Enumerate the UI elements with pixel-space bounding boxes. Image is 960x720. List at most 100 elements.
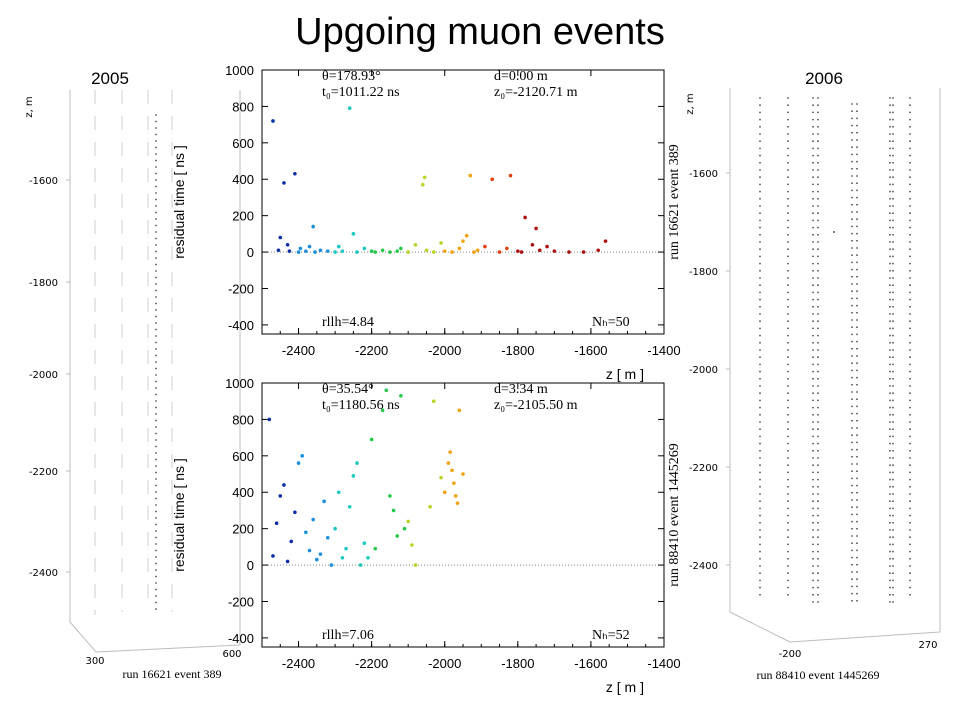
optical-module bbox=[851, 131, 853, 134]
optical-module bbox=[787, 284, 789, 287]
optical-module bbox=[892, 169, 894, 171]
optical-module bbox=[909, 255, 911, 258]
optical-module bbox=[851, 160, 853, 163]
optical-module bbox=[889, 485, 891, 488]
data-point bbox=[391, 508, 396, 513]
optical-module bbox=[889, 457, 891, 459]
optical-module bbox=[889, 147, 891, 150]
optical-module bbox=[892, 349, 894, 351]
detector-ytick: -2000 bbox=[29, 370, 58, 381]
optical-module bbox=[851, 247, 853, 249]
optical-module bbox=[909, 190, 911, 193]
optical-module bbox=[889, 298, 891, 301]
optical-module bbox=[856, 319, 858, 321]
optical-module bbox=[817, 233, 819, 236]
optical-module bbox=[812, 507, 814, 510]
optical-module bbox=[889, 284, 891, 287]
optical-module bbox=[817, 341, 819, 344]
optical-module bbox=[909, 161, 911, 164]
optical-module bbox=[909, 428, 911, 431]
optical-module bbox=[787, 392, 789, 395]
optical-module bbox=[817, 241, 819, 243]
detector-frame-line bbox=[95, 644, 241, 653]
data-point bbox=[395, 249, 400, 253]
optical-module bbox=[787, 572, 789, 575]
optical-module bbox=[889, 183, 891, 186]
optical-module bbox=[892, 327, 894, 330]
optical-module bbox=[817, 392, 819, 395]
optical-module bbox=[851, 196, 853, 199]
optical-module bbox=[909, 349, 911, 351]
left-year-label: 2005 bbox=[91, 69, 129, 88]
optical-module bbox=[889, 543, 891, 546]
optical-module bbox=[856, 297, 858, 300]
optical-module bbox=[787, 190, 789, 193]
t0-label: t₀=1011.22 ns bbox=[322, 85, 400, 100]
optical-module bbox=[892, 363, 894, 366]
optical-module bbox=[787, 529, 789, 531]
optical-module bbox=[909, 507, 911, 510]
data-point bbox=[406, 250, 410, 254]
optical-module bbox=[892, 421, 894, 423]
optical-module bbox=[851, 232, 853, 235]
data-point bbox=[413, 242, 418, 247]
optical-module bbox=[851, 167, 853, 170]
optical-module bbox=[817, 226, 819, 229]
optical-module bbox=[817, 521, 819, 524]
optical-module bbox=[856, 448, 858, 451]
data-point bbox=[395, 534, 400, 538]
optical-module bbox=[787, 269, 789, 272]
optical-module bbox=[856, 599, 858, 602]
optical-module bbox=[856, 196, 858, 199]
optical-module bbox=[812, 248, 814, 251]
optical-module bbox=[787, 133, 789, 135]
data-point bbox=[483, 244, 487, 249]
optical-module bbox=[817, 421, 819, 423]
optical-module bbox=[889, 262, 891, 265]
optical-module bbox=[909, 313, 911, 315]
data-point bbox=[508, 173, 513, 178]
optical-module bbox=[155, 608, 157, 610]
data-point bbox=[468, 173, 473, 178]
data-point bbox=[455, 501, 460, 505]
data-point bbox=[287, 249, 292, 253]
optical-module bbox=[817, 205, 819, 207]
data-point bbox=[333, 526, 337, 531]
optical-module bbox=[856, 110, 858, 113]
optical-module bbox=[856, 470, 858, 473]
data-point bbox=[603, 239, 608, 243]
optical-module bbox=[155, 198, 157, 201]
optical-module bbox=[759, 536, 761, 539]
optical-module bbox=[889, 205, 891, 207]
optical-module bbox=[817, 320, 819, 323]
optical-module bbox=[889, 370, 891, 373]
optical-module bbox=[812, 536, 814, 539]
data-point bbox=[347, 106, 352, 111]
optical-module bbox=[759, 233, 761, 236]
optical-module bbox=[909, 305, 911, 308]
optical-module bbox=[759, 593, 761, 596]
y-tick-label: 0 bbox=[247, 245, 254, 260]
optical-module bbox=[155, 413, 157, 415]
data-point bbox=[340, 249, 345, 253]
optical-module bbox=[909, 557, 911, 560]
optical-module bbox=[817, 536, 819, 539]
optical-module bbox=[892, 341, 894, 344]
optical-module bbox=[856, 304, 858, 307]
optical-module bbox=[759, 485, 761, 488]
optical-module bbox=[787, 291, 789, 294]
optical-module bbox=[817, 550, 819, 553]
detector-frame-line bbox=[789, 631, 941, 643]
y-tick-label: 1000 bbox=[225, 63, 254, 78]
optical-module bbox=[759, 125, 761, 128]
optical-module bbox=[787, 565, 789, 567]
figure-title: Upgoing muon events bbox=[295, 11, 665, 53]
optical-module bbox=[909, 550, 911, 553]
optical-module bbox=[787, 370, 789, 373]
optical-module bbox=[856, 203, 858, 206]
data-point bbox=[497, 250, 502, 254]
optical-module bbox=[889, 334, 891, 337]
data-point bbox=[278, 494, 283, 498]
